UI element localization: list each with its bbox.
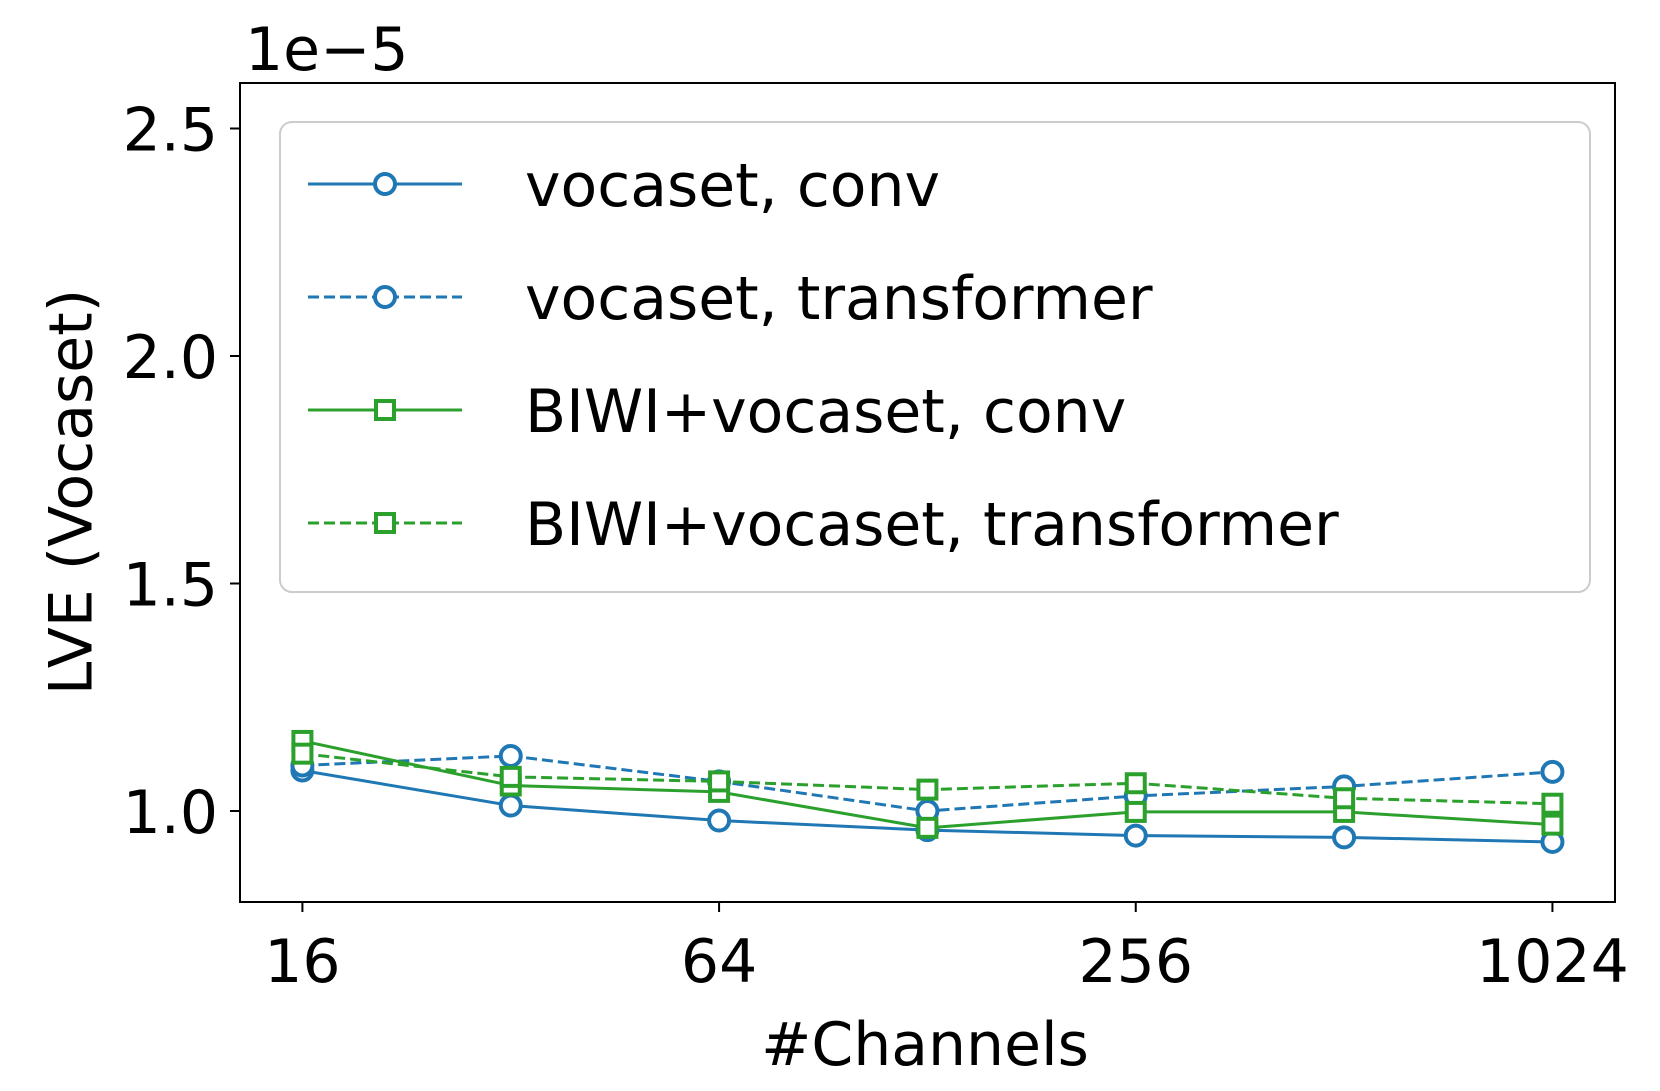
- x-tick-label: 256: [1078, 927, 1193, 997]
- y-tick-label: 2.5: [123, 96, 218, 166]
- plot-frame: [239, 82, 1616, 903]
- offset-text: 1e−5: [245, 15, 409, 85]
- point: [916, 816, 939, 839]
- point: [916, 778, 939, 801]
- legend-marker: [373, 172, 397, 196]
- point: [291, 742, 314, 765]
- x-tick-label: 1024: [1476, 927, 1629, 997]
- point: [499, 765, 522, 788]
- point: [1541, 792, 1564, 815]
- legend-label: vocaset, conv: [525, 151, 940, 221]
- y-tick-label: 2.0: [123, 323, 218, 393]
- x-axis-label: #Channels: [761, 1010, 1089, 1080]
- point: [1540, 759, 1565, 784]
- y-tick-label: 1.0: [123, 778, 218, 848]
- x-tick-label: 64: [681, 927, 757, 997]
- y-tick-label: 1.5: [123, 551, 218, 621]
- point: [1541, 813, 1564, 836]
- point: [1333, 787, 1356, 810]
- y-axis-label: LVE (Vocaset): [37, 289, 107, 695]
- point: [1332, 825, 1357, 850]
- point: [498, 743, 523, 768]
- legend-box: [279, 121, 1591, 593]
- legend-marker: [374, 399, 396, 421]
- point: [1124, 772, 1147, 795]
- point: [1124, 800, 1147, 823]
- legend-label: BIWI+vocaset, transformer: [525, 490, 1339, 560]
- legend-marker: [373, 285, 397, 309]
- legend-marker: [374, 512, 396, 534]
- legend-label: vocaset, transformer: [525, 264, 1153, 334]
- point: [498, 793, 523, 818]
- x-tick-label: 16: [264, 927, 340, 997]
- point: [708, 770, 731, 793]
- legend-label: BIWI+vocaset, conv: [525, 377, 1126, 447]
- point: [707, 808, 732, 833]
- point: [1123, 823, 1148, 848]
